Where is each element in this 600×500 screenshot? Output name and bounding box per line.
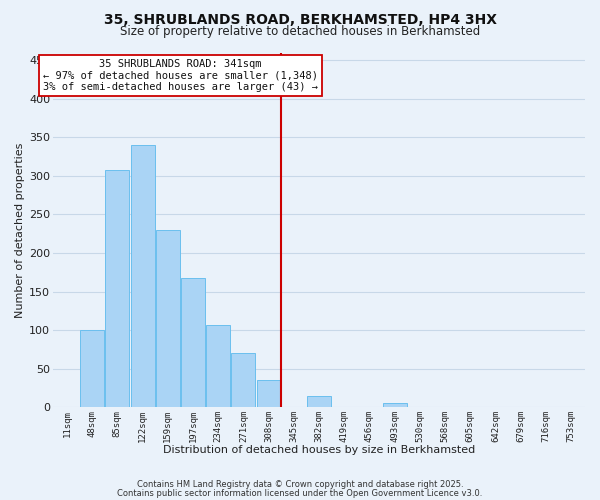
Text: 35, SHRUBLANDS ROAD, BERKHAMSTED, HP4 3HX: 35, SHRUBLANDS ROAD, BERKHAMSTED, HP4 3H… (104, 12, 497, 26)
Text: Contains public sector information licensed under the Open Government Licence v3: Contains public sector information licen… (118, 488, 482, 498)
Bar (206, 324, 230, 407)
X-axis label: Distribution of detached houses by size in Berkhamsted: Distribution of detached houses by size … (163, 445, 475, 455)
Bar (232, 353, 256, 407)
Bar (156, 230, 180, 407)
Text: Contains HM Land Registry data © Crown copyright and database right 2025.: Contains HM Land Registry data © Crown c… (137, 480, 463, 489)
Bar (131, 145, 155, 407)
Bar (106, 170, 130, 407)
Text: 35 SHRUBLANDS ROAD: 341sqm
← 97% of detached houses are smaller (1,348)
3% of se: 35 SHRUBLANDS ROAD: 341sqm ← 97% of deta… (43, 59, 318, 92)
Text: Size of property relative to detached houses in Berkhamsted: Size of property relative to detached ho… (120, 25, 480, 38)
Bar (307, 396, 331, 407)
Bar (383, 402, 407, 407)
Y-axis label: Number of detached properties: Number of detached properties (15, 142, 25, 318)
Bar (80, 330, 104, 407)
Bar (257, 380, 281, 407)
Bar (181, 278, 205, 407)
